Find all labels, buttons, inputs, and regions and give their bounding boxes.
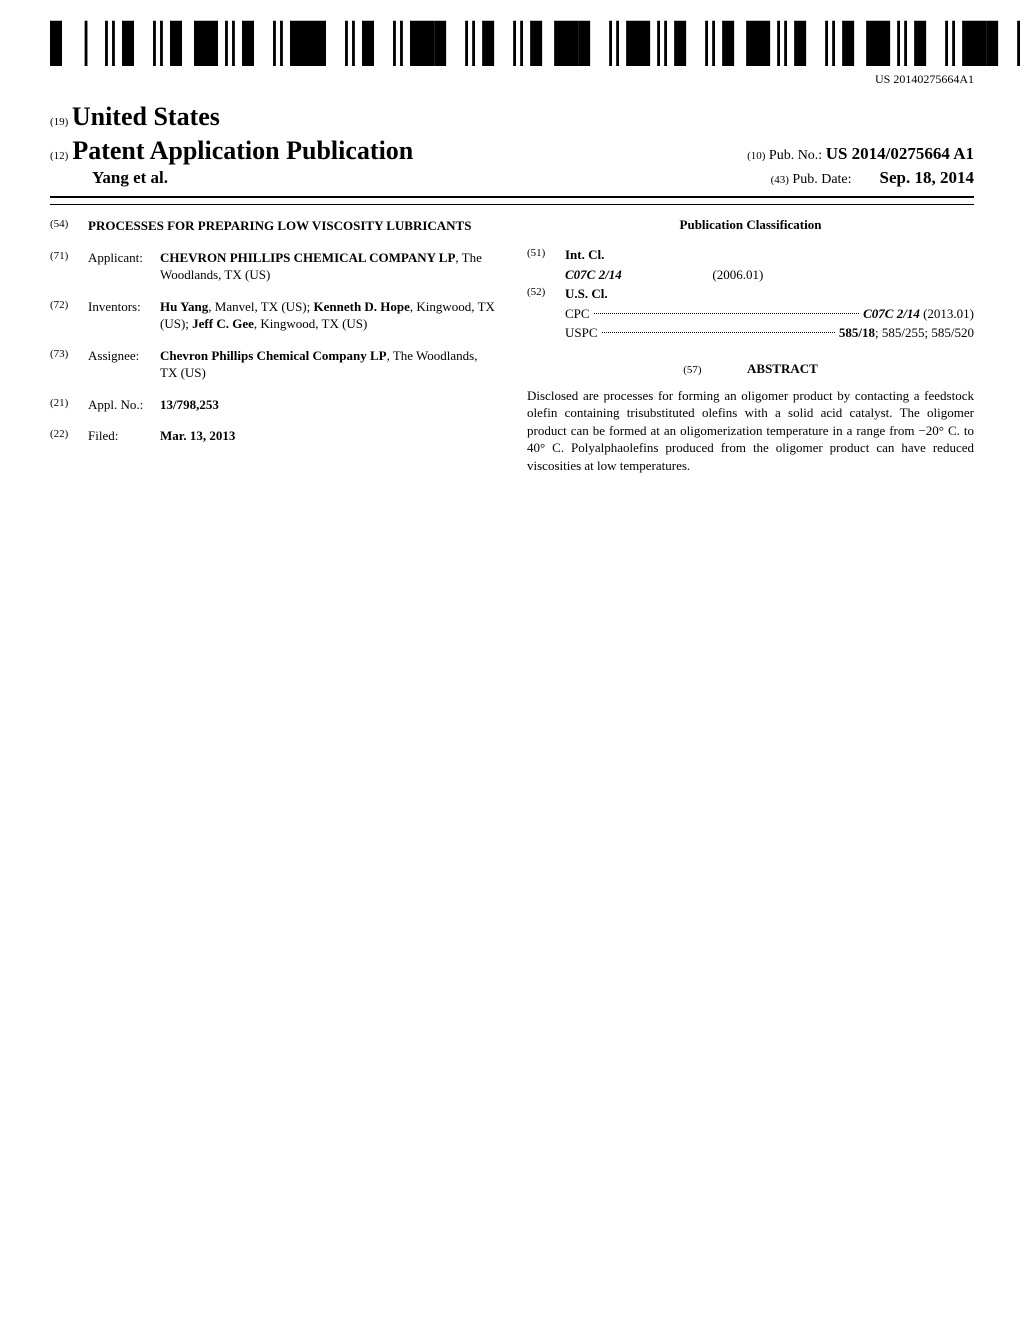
intcl-code: C07C 2/14 [565,265,622,285]
uscl-label: U.S. Cl. [565,284,608,304]
applicant-name: CHEVRON PHILLIPS CHEMICAL COMPANY LP [160,250,455,265]
applno-num: (21) [50,396,88,414]
assignee-row: (73) Assignee: Chevron Phillips Chemical… [50,347,497,382]
cpc-line: CPC C07C 2/14 (2013.01) [565,304,974,324]
pubno-num: (10) [747,150,765,162]
barcode-number: US 20140275664A1 [50,72,974,87]
left-column: (54) PROCESSES FOR PREPARING LOW VISCOSI… [50,217,497,474]
inventor-3-name: Jeff C. Gee [192,316,254,331]
applno-value: 13/798,253 [160,396,497,414]
right-column: Publication Classification (51) Int. Cl.… [527,217,974,474]
pub-date: (43) Pub. Date: Sep. 18, 2014 [771,168,974,188]
applicant-num: (71) [50,249,88,284]
inventor-1-loc: , Manvel, TX (US); [208,299,313,314]
pub-line-left: (12) Patent Application Publication [50,136,413,166]
cpc-code: C07C 2/14 [863,306,920,321]
inventors-label: Inventors: [88,298,160,333]
inventors-row: (72) Inventors: Hu Yang, Manvel, TX (US)… [50,298,497,333]
classification-title: Publication Classification [527,217,974,233]
country-line: (19) United States [50,102,974,132]
applicant-content: CHEVRON PHILLIPS CHEMICAL COMPANY LP, Th… [160,249,497,284]
inventor-1-name: Hu Yang [160,299,208,314]
inventor-2-name: Kenneth D. Hope [314,299,410,314]
date-label: Pub. Date: [792,172,851,187]
intcl-version: (2006.01) [712,265,763,285]
uspc-label: USPC [565,323,598,343]
inventors-content: Hu Yang, Manvel, TX (US); Kenneth D. Hop… [160,298,497,333]
cpc-label: CPC [565,304,590,324]
barcode-section: ▌│║▌║▌█║▌║█▌║▌║█▌║▌║▌█▌║█║▌║▌█║▌║▌█║▌║█▌… [50,30,974,87]
header: (19) United States (12) Patent Applicati… [50,102,974,188]
uspc-dots [602,323,835,333]
publication-line: (12) Patent Application Publication (10)… [50,136,974,166]
uspc-value: 585/18; 585/255; 585/520 [839,323,974,343]
applicant-row: (71) Applicant: CHEVRON PHILLIPS CHEMICA… [50,249,497,284]
pub-line-right: (10) Pub. No.: US 2014/0275664 A1 [747,144,974,164]
cpc-version: (2013.01) [920,306,974,321]
intcl-num: (51) [527,245,565,265]
uscl-num: (52) [527,284,565,304]
pub-num: (12) [50,150,68,162]
date-value: Sep. 18, 2014 [880,168,974,187]
uspc-rest: ; 585/255; 585/520 [875,325,974,340]
pub-label: Patent Application Publication [72,136,413,165]
cpc-value: C07C 2/14 (2013.01) [863,304,974,324]
uscl-row: (52) U.S. Cl. [527,284,974,304]
pubno-label: Pub. No.: [769,148,822,163]
country-name: United States [72,102,220,131]
abstract-heading: (57) ABSTRACT [527,361,974,377]
intcl-row: (51) Int. Cl. [527,245,974,265]
invention-title: PROCESSES FOR PREPARING LOW VISCOSITY LU… [88,217,497,235]
title-row: (54) PROCESSES FOR PREPARING LOW VISCOSI… [50,217,497,235]
filed-num: (22) [50,427,88,445]
assignee-num: (73) [50,347,88,382]
uspc-line: USPC 585/18; 585/255; 585/520 [565,323,974,343]
abstract-label: ABSTRACT [747,361,818,376]
applno-row: (21) Appl. No.: 13/798,253 [50,396,497,414]
inventors-num: (72) [50,298,88,333]
abstract-text: Disclosed are processes for forming an o… [527,387,974,475]
assignee-label: Assignee: [88,347,160,382]
barcode-graphic: ▌│║▌║▌█║▌║█▌║▌║█▌║▌║▌█▌║█║▌║▌█║▌║▌█║▌║█▌… [50,30,1024,70]
abstract-num: (57) [683,364,701,376]
cpc-dots [594,304,860,314]
assignee-name: Chevron Phillips Chemical Company LP [160,348,387,363]
rule-thin [50,204,974,205]
country-num: (19) [50,116,68,128]
intcl-label: Int. Cl. [565,245,604,265]
title-num: (54) [50,217,88,235]
assignee-content: Chevron Phillips Chemical Company LP, Th… [160,347,497,382]
intcl-code-line: C07C 2/14 (2006.01) [565,265,974,285]
applno-label: Appl. No.: [88,396,160,414]
authors: Yang et al. [50,168,168,188]
filed-value: Mar. 13, 2013 [160,427,497,445]
date-num: (43) [771,174,789,186]
rule-thick [50,196,974,198]
inventor-3-loc: , Kingwood, TX (US) [254,316,368,331]
authors-line: Yang et al. (43) Pub. Date: Sep. 18, 201… [50,168,974,188]
applicant-label: Applicant: [88,249,160,284]
two-column-body: (54) PROCESSES FOR PREPARING LOW VISCOSI… [50,217,974,474]
filed-label: Filed: [88,427,160,445]
filed-row: (22) Filed: Mar. 13, 2013 [50,427,497,445]
pubno-value: US 2014/0275664 A1 [826,144,974,163]
uspc-primary: 585/18 [839,325,875,340]
